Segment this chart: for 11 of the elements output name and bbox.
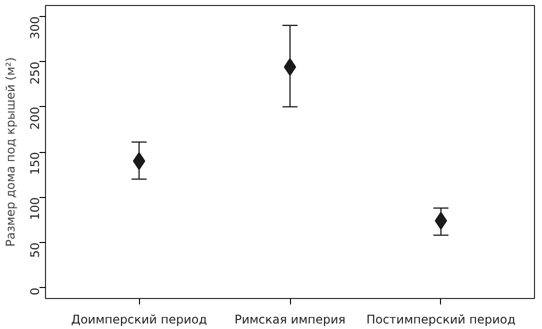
y-tick-label: 0: [28, 288, 42, 296]
x-tick-label: Римская империя: [234, 312, 346, 326]
y-tick-label: 300: [28, 16, 42, 40]
x-tick-label: Доимперский период: [71, 312, 208, 326]
y-tick-label: 100: [28, 197, 42, 220]
y-tick-label: 50: [28, 242, 42, 258]
y-tick-label: 200: [28, 106, 42, 130]
y-tick-label: 250: [28, 62, 42, 84]
x-tick-label: Постимперский период: [366, 312, 516, 326]
y-axis-title: Размер дома под крышей (м²): [4, 57, 18, 247]
y-tick-label: 150: [28, 152, 42, 175]
